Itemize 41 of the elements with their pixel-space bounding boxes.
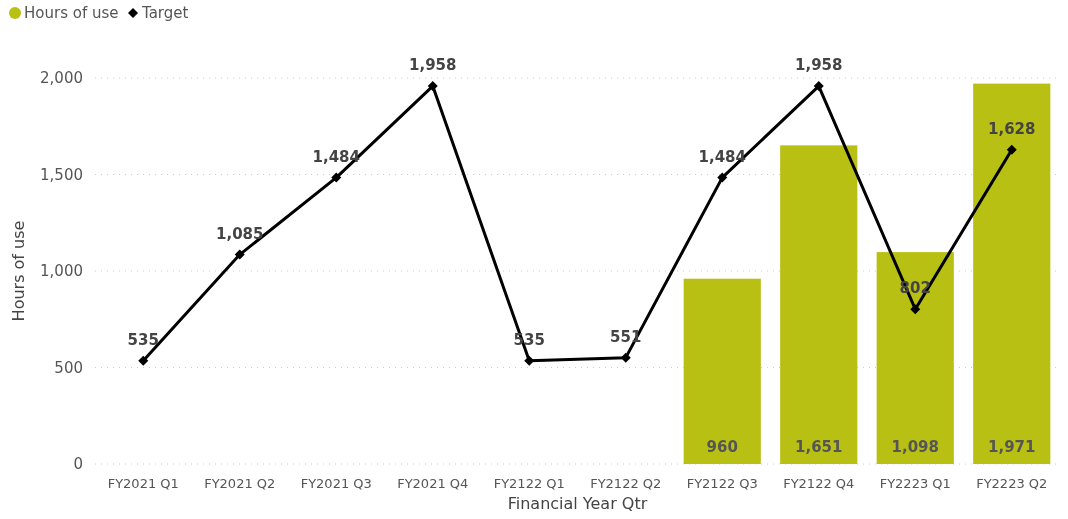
bar — [683, 278, 761, 464]
data-label: 1,651 — [795, 438, 843, 456]
y-axis-title: Hours of use — [9, 220, 28, 322]
x-tick-label: FY2223 Q2 — [976, 476, 1048, 491]
point — [620, 352, 631, 363]
bar — [876, 252, 954, 464]
x-tick-label: FY2122 Q3 — [686, 476, 758, 491]
data-label: 1,971 — [988, 438, 1036, 456]
data-label: 535 — [127, 330, 159, 349]
bar — [780, 145, 858, 464]
point — [1006, 144, 1017, 155]
y-tick-label: 2,000 — [40, 69, 83, 88]
legend-label: Target — [141, 4, 189, 22]
x-axis-title: Financial Year Qtr — [507, 494, 648, 513]
bar — [973, 83, 1051, 464]
point — [138, 355, 149, 366]
x-tick-label: FY2021 Q4 — [397, 476, 469, 491]
x-tick-label: FY2021 Q2 — [204, 476, 276, 491]
x-tick-label: FY2021 Q3 — [300, 476, 372, 491]
data-label: 1,958 — [409, 56, 457, 75]
data-label: 1,085 — [216, 224, 264, 243]
point — [910, 304, 921, 315]
x-tick-label: FY2021 Q1 — [107, 476, 179, 491]
x-tick-label: FY2223 Q1 — [879, 476, 951, 491]
y-tick-label: 0 — [73, 455, 83, 474]
data-label: 1,958 — [795, 56, 843, 75]
x-tick-label: FY2122 Q2 — [590, 476, 662, 491]
y-tick-label: 1,500 — [40, 165, 83, 184]
x-tick-label: FY2122 Q4 — [783, 476, 855, 491]
legend-label: Hours of use — [24, 4, 119, 22]
point — [234, 249, 245, 260]
data-label: 960 — [706, 438, 738, 456]
point — [813, 81, 824, 92]
point — [717, 172, 728, 183]
point — [331, 172, 342, 183]
data-label: 1,098 — [891, 438, 939, 456]
y-tick-label: 1,000 — [40, 262, 83, 281]
x-tick-label: FY2122 Q1 — [493, 476, 565, 491]
y-tick-label: 500 — [54, 358, 83, 377]
point — [427, 81, 438, 92]
data-label: 1,628 — [988, 119, 1036, 138]
